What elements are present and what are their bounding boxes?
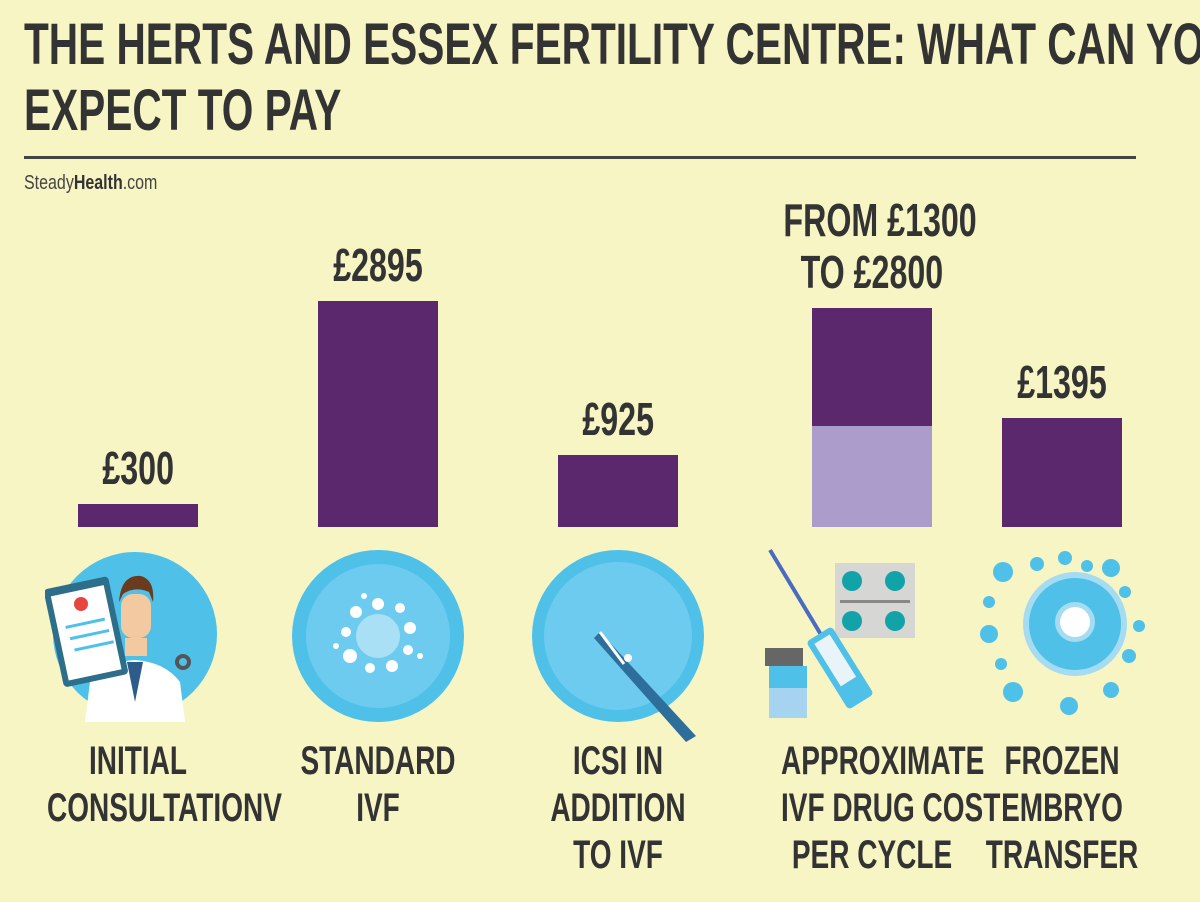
- category-label-line: CONSULTATIONV: [47, 786, 282, 830]
- ivf-cell-icon: [288, 546, 468, 726]
- title-line-1: THE HERTS AND ESSEX FERTILITY CENTRE: WH…: [24, 12, 1200, 77]
- brand-bold: Health: [73, 172, 123, 194]
- value-label-line: £925: [582, 392, 654, 445]
- category-label: ICSI IN ADDITION TO IVF: [488, 738, 748, 879]
- category-label-line: PER CYCLE: [791, 833, 953, 877]
- doctor-icon: [45, 552, 225, 722]
- bar-0: [78, 503, 198, 527]
- value-label: £925: [488, 393, 748, 445]
- value-label-line: £300: [102, 441, 174, 494]
- category-label: INITIAL CONSULTATIONV: [8, 738, 282, 832]
- category-label: FROZEN EMBRYO TRANSFER: [932, 738, 1192, 879]
- bar-range-low-3: [812, 425, 932, 527]
- category-label-line: ADDITION: [550, 786, 686, 830]
- value-label-line: FROM £1300: [783, 194, 977, 247]
- category-label-line: IVF: [356, 786, 400, 830]
- bar-4: [1002, 418, 1122, 527]
- brand-logo: SteadyHealth.com: [24, 172, 157, 195]
- category-label-line: ICSI IN: [572, 739, 664, 783]
- category-label-line: TRANSFER: [985, 833, 1139, 877]
- value-label-line: TO £2800: [800, 246, 944, 299]
- value-label: £1395: [932, 356, 1192, 408]
- value-label-line: £2895: [333, 239, 423, 291]
- title-divider: [24, 156, 1136, 159]
- page-title: THE HERTS AND ESSEX FERTILITY CENTRE: WH…: [24, 12, 1200, 144]
- icsi-needle-icon: [528, 546, 718, 746]
- brand-suffix: .com: [122, 172, 158, 194]
- category-label-line: APPROXIMATE: [781, 739, 985, 783]
- bar-2: [558, 454, 678, 527]
- title-line-2: EXPECT TO PAY: [24, 78, 342, 143]
- value-label: £300: [8, 442, 268, 494]
- category-label-line: EMBRYO: [1001, 786, 1123, 830]
- bar-1: [318, 301, 438, 527]
- category-label-line: STANDARD: [300, 739, 456, 783]
- category-label-line: TO IVF: [573, 833, 663, 877]
- frozen-embryo-icon: [975, 546, 1150, 726]
- category-label-line: INITIAL: [89, 739, 187, 783]
- value-label: £2895: [248, 239, 508, 291]
- value-label: FROM £1300 TO £2800: [742, 194, 1002, 298]
- category-label-line: FROZEN: [1004, 739, 1120, 783]
- drug-syringe-icon: [755, 548, 945, 728]
- value-label-line: £1395: [1017, 356, 1107, 409]
- category-label: APPROXIMATE IVF DRUG COST PER CYCLE: [742, 738, 1002, 879]
- brand-prefix: Steady: [24, 172, 74, 194]
- category-label: STANDARD IVF: [248, 738, 508, 832]
